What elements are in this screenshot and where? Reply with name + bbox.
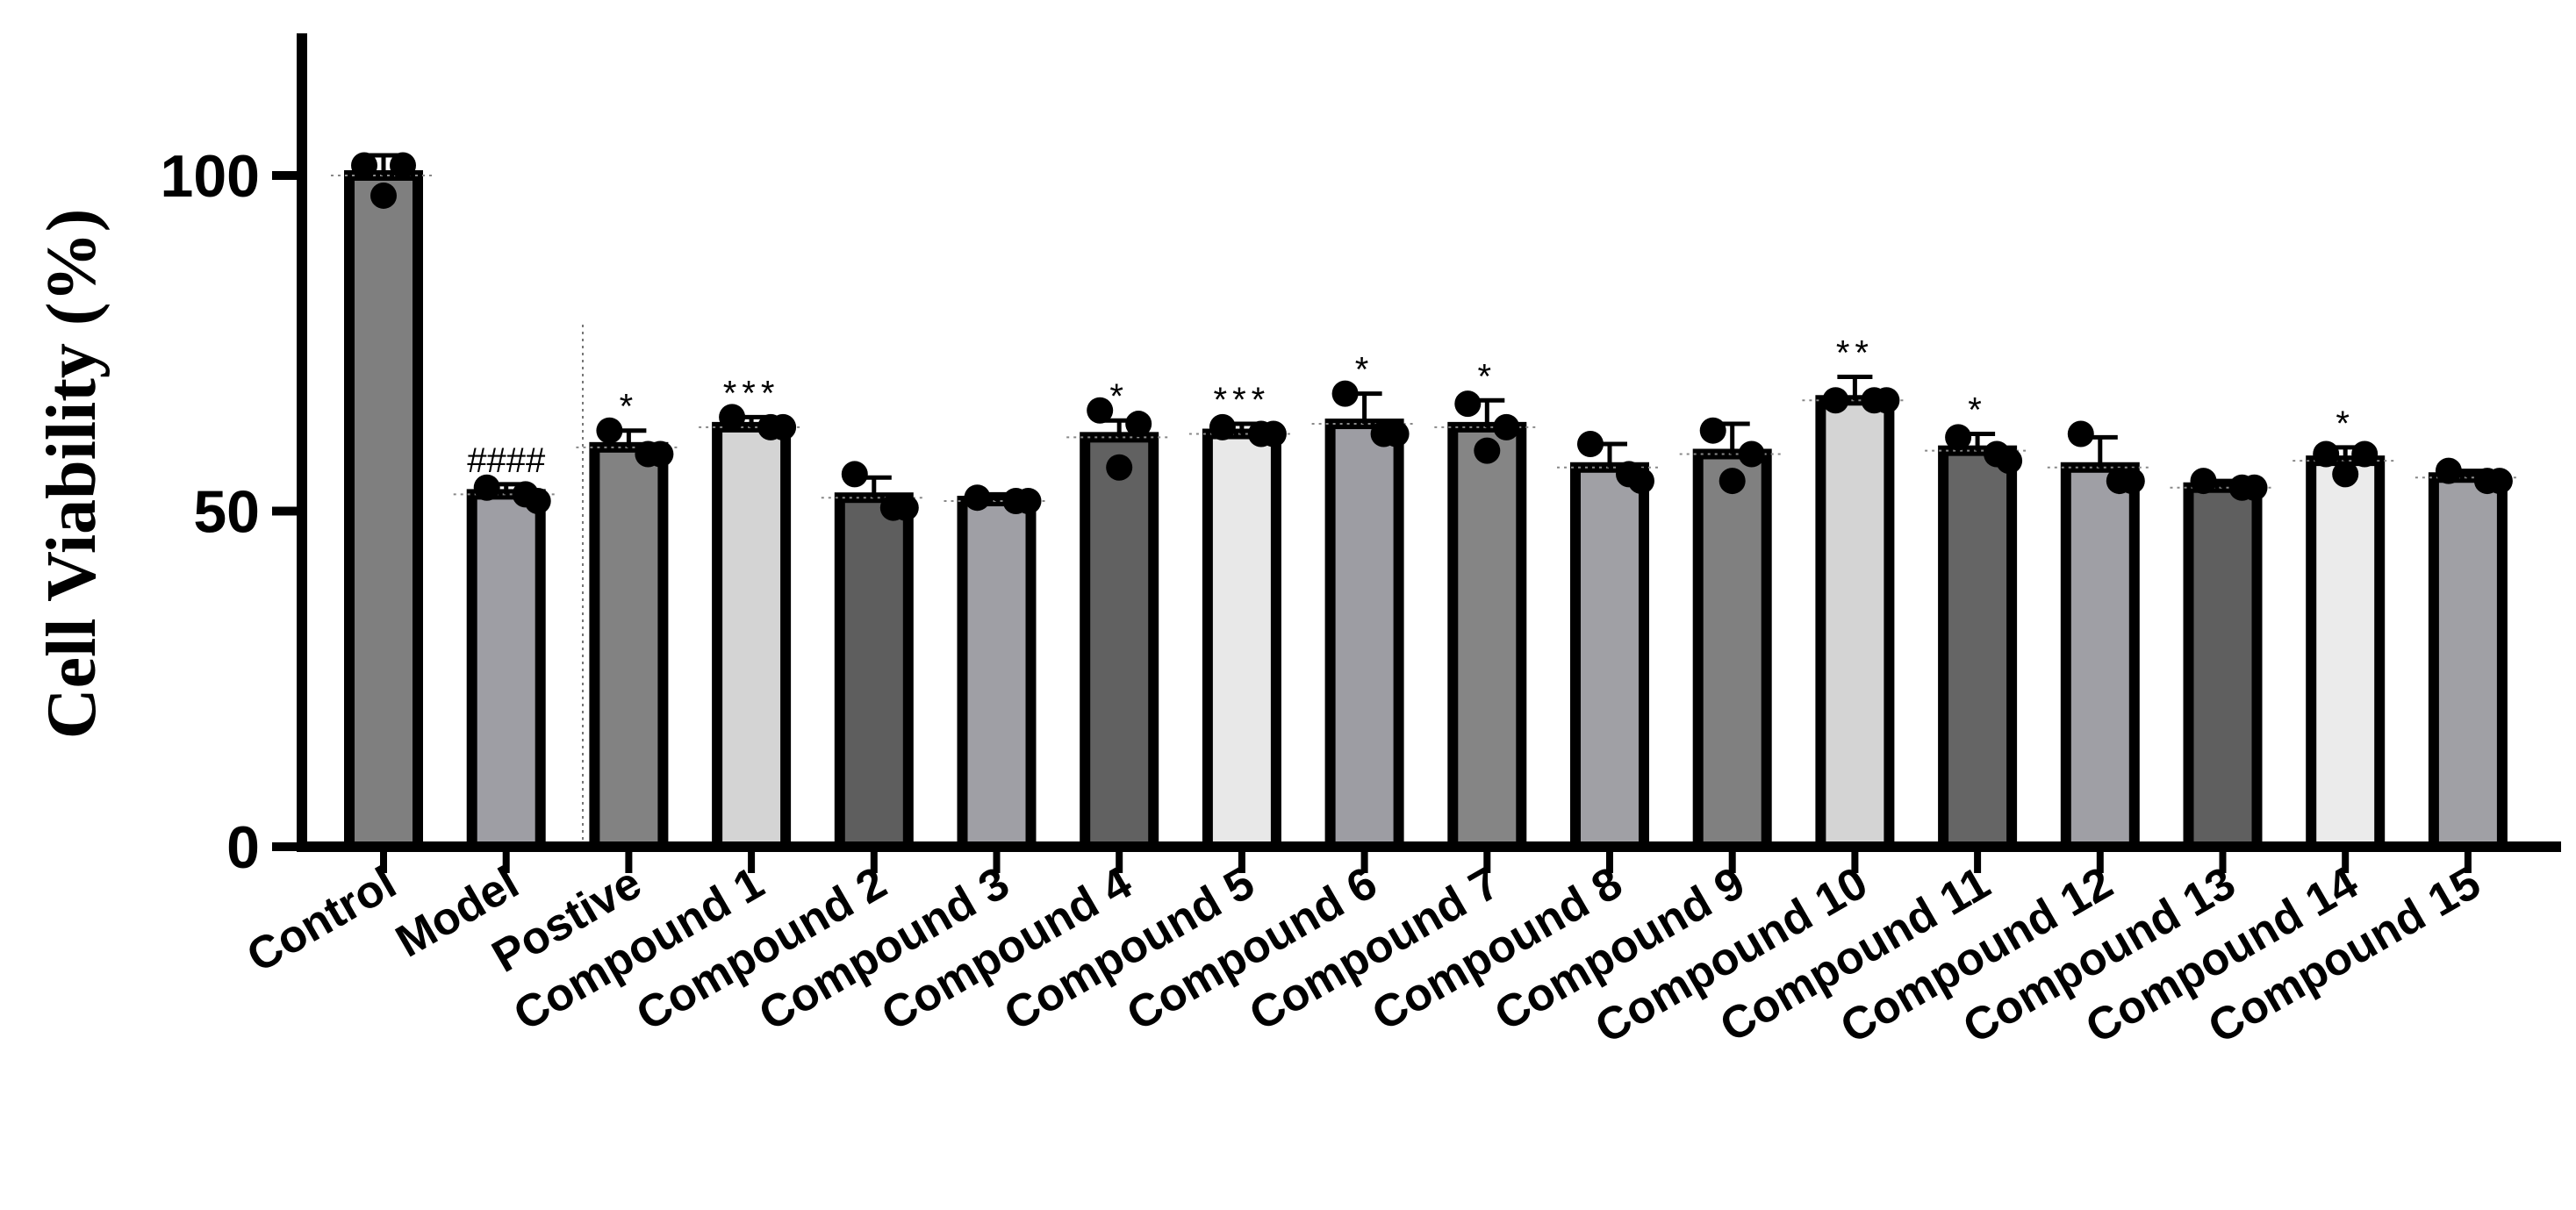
data-point <box>770 413 797 440</box>
data-point <box>1628 468 1654 495</box>
data-point <box>1873 387 1900 414</box>
y-tick-label: 0 <box>226 814 260 881</box>
data-point <box>1822 387 1849 414</box>
significance-label: * <box>2336 405 2355 443</box>
bar <box>1815 395 1895 852</box>
plot-area: 050100Control####Model*Postive***Compoun… <box>161 33 2561 1054</box>
data-point <box>1474 437 1501 464</box>
data-point <box>841 461 868 488</box>
data-point <box>719 404 746 431</box>
bar <box>1692 448 1772 852</box>
bar <box>1938 445 2018 853</box>
data-point <box>2486 468 2513 495</box>
data-point <box>1945 424 1972 451</box>
data-point <box>1087 397 1114 424</box>
data-point <box>2435 457 2462 484</box>
significance-label: * <box>1968 391 1987 430</box>
significance-label: #### <box>467 441 546 480</box>
bar <box>834 492 914 852</box>
data-point <box>1106 454 1133 481</box>
data-point <box>2241 474 2268 501</box>
bar <box>344 170 423 852</box>
data-point <box>892 494 919 521</box>
bar <box>589 441 669 852</box>
data-point <box>1015 488 1042 515</box>
data-point <box>2313 440 2340 468</box>
bar <box>1447 421 1527 852</box>
y-tick-label: 100 <box>161 143 260 210</box>
bar <box>2183 482 2263 852</box>
bar <box>712 421 792 852</box>
data-point <box>964 484 991 512</box>
bar <box>2060 462 2140 853</box>
data-point <box>2118 468 2145 495</box>
data-point <box>596 417 623 444</box>
bar <box>957 496 1037 853</box>
data-point <box>351 152 377 179</box>
significance-label: * <box>1109 377 1129 416</box>
data-point <box>1259 420 1287 447</box>
significance-label: ** <box>1836 334 1874 373</box>
bar <box>1324 419 1404 852</box>
significance-label: * <box>1478 357 1497 396</box>
data-point <box>1331 380 1359 407</box>
significance-label: *** <box>1214 381 1271 419</box>
data-point <box>524 488 551 515</box>
data-point <box>390 152 416 179</box>
bar <box>1202 428 1281 852</box>
data-point <box>370 182 397 209</box>
y-axis-label: Cell Viability (%) <box>33 209 111 739</box>
data-point <box>1996 447 2023 475</box>
data-point <box>1577 431 1604 457</box>
significance-label: * <box>620 388 639 426</box>
data-point <box>1738 440 1765 468</box>
bar <box>2306 455 2386 852</box>
data-point <box>647 440 674 468</box>
y-tick-label: 50 <box>193 479 260 546</box>
data-point <box>1454 390 1482 418</box>
data-point <box>2190 468 2217 495</box>
bar <box>466 489 546 852</box>
significance-label: *** <box>723 374 780 412</box>
bar <box>1570 462 1649 853</box>
data-point <box>2067 420 2094 447</box>
significance-label: * <box>1355 351 1374 390</box>
data-point <box>1382 420 1410 447</box>
bar <box>2428 472 2508 852</box>
data-point <box>2351 440 2379 468</box>
data-point <box>1493 413 1520 440</box>
data-point <box>1209 413 1236 440</box>
data-point <box>473 474 500 501</box>
data-point <box>1125 411 1152 438</box>
data-point <box>1699 417 1726 444</box>
bar <box>1080 432 1159 852</box>
category-label: Control <box>239 857 405 983</box>
data-point <box>1719 468 1746 495</box>
data-point <box>2332 461 2359 488</box>
